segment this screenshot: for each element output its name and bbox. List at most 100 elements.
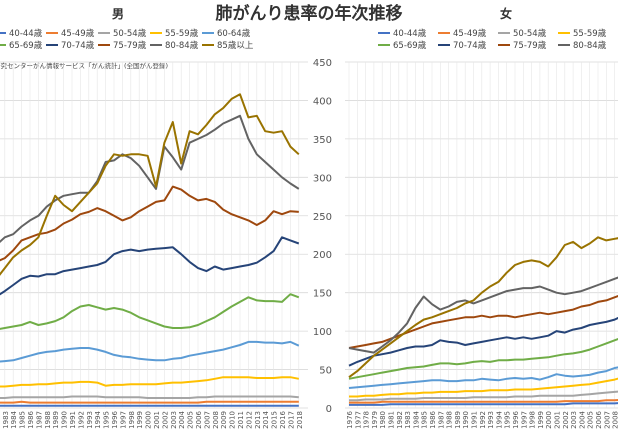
male-x-tick-1995: 1995 xyxy=(103,411,111,429)
female-series-55-59 xyxy=(349,377,618,398)
female-x-tick-1983: 1983 xyxy=(404,411,412,429)
male-x-tick-2000: 2000 xyxy=(145,411,153,429)
male-x-tick-2017: 2017 xyxy=(287,411,295,429)
chart-male-x-ticks: 1982198319841985198619871988198919901991… xyxy=(0,410,304,428)
male-x-tick-2012: 2012 xyxy=(245,411,253,429)
female-legend-item-70-74: 70-74歳 xyxy=(438,40,487,51)
male-series-65-69 xyxy=(0,293,300,330)
female-y-tick-450: 450 xyxy=(313,58,332,69)
chart-male-grid xyxy=(0,61,308,409)
male-series-45-49 xyxy=(0,400,299,404)
female-x-tick-1991: 1991 xyxy=(471,411,479,429)
male-x-tick-2003: 2003 xyxy=(170,411,178,429)
female-legend-item-75-79: 75-79歳 xyxy=(498,40,547,51)
chart-male-title: 男 xyxy=(112,7,124,21)
female-legend-label-55-59: 55-59歳 xyxy=(573,28,607,39)
female-y-tick-400: 400 xyxy=(313,96,332,107)
male-legend-item-40-44: 40-44歳 xyxy=(0,28,43,39)
male-series-55-59 xyxy=(0,376,299,388)
female-x-tick-2000: 2000 xyxy=(545,411,553,429)
male-legend-item-85-plus: 85歳以上 xyxy=(202,40,254,51)
female-legend-item-55-59: 55-59歳 xyxy=(558,28,607,39)
female-y-tick-0: 0 xyxy=(326,404,332,415)
female-x-tick-1993: 1993 xyxy=(487,411,495,429)
female-x-tick-1981: 1981 xyxy=(388,411,396,429)
female-series-70-74 xyxy=(348,316,618,367)
male-legend-label-45-49: 45-49歳 xyxy=(61,28,95,39)
female-y-tick-200: 200 xyxy=(313,250,332,261)
female-series-60-64 xyxy=(348,366,618,389)
male-legend-item-70-74: 70-74歳 xyxy=(46,40,95,51)
male-legend-label-40-44: 40-44歳 xyxy=(9,28,43,39)
female-x-tick-1994: 1994 xyxy=(495,410,503,428)
female-x-tick-1985: 1985 xyxy=(421,411,429,429)
female-x-tick-2005: 2005 xyxy=(587,411,595,429)
male-legend-label-70-74: 70-74歳 xyxy=(61,40,95,51)
female-y-tick-300: 300 xyxy=(313,173,332,184)
female-legend-item-65-69: 65-69歳 xyxy=(378,40,427,51)
female-x-tick-2002: 2002 xyxy=(562,411,570,429)
male-series-70-74 xyxy=(0,236,300,296)
male-x-tick-1982: 1982 xyxy=(0,411,1,429)
chart-female-x-ticks: 1976 1977 1978 1979 1980 1981 1982 1983 1984 1985… xyxy=(346,410,618,428)
male-x-tick-2018: 2018 xyxy=(296,411,304,429)
chart-female-y-ticks: 0 50 100 150 200 250 300 350 400 450 xyxy=(313,58,332,415)
page-title: 肺がんり患率の年次推移 xyxy=(216,3,403,24)
female-legend-label-50-54: 50-54歳 xyxy=(513,28,547,39)
female-x-tick-1984: 1984 xyxy=(412,410,420,428)
female-y-tick-150: 150 xyxy=(313,289,332,300)
female-x-tick-1977: 1977 xyxy=(354,411,362,429)
female-series-40-44 xyxy=(349,402,618,406)
male-x-tick-2005: 2005 xyxy=(187,411,195,429)
female-series-85-plus xyxy=(348,236,618,379)
male-x-tick-1985: 1985 xyxy=(19,411,27,429)
female-y-tick-100: 100 xyxy=(313,327,332,338)
female-x-tick-1986: 1986 xyxy=(429,410,437,428)
female-x-tick-2003: 2003 xyxy=(570,411,578,429)
male-x-tick-1984: 1984 xyxy=(10,410,18,428)
chart-female-grid xyxy=(345,61,618,409)
male-x-tick-1988: 1988 xyxy=(44,411,52,429)
female-x-tick-1988: 1988 xyxy=(446,411,454,429)
female-y-tick-350: 350 xyxy=(313,135,332,146)
male-series-60-64 xyxy=(0,340,300,363)
male-x-tick-1990: 1990 xyxy=(61,411,69,429)
chart-female: 女 40-44歳45-49歳50-54歳55-59歳60-64歳65-69歳70… xyxy=(313,6,618,429)
chart-female-legend: 40-44歳45-49歳50-54歳55-59歳60-64歳65-69歳70-7… xyxy=(378,28,607,51)
female-y-tick-250: 250 xyxy=(313,212,332,223)
female-x-tick-2006: 2006 xyxy=(595,410,603,428)
female-x-tick-1995: 1995 xyxy=(504,411,512,429)
male-legend-item-50-54: 50-54歳 xyxy=(98,28,147,39)
male-x-tick-1992: 1992 xyxy=(77,411,85,429)
female-series-65-69 xyxy=(348,338,618,380)
female-legend-label-70-74: 70-74歳 xyxy=(453,40,487,51)
male-x-tick-1989: 1989 xyxy=(52,411,60,429)
female-series-75-79 xyxy=(348,294,618,349)
male-x-tick-2006: 2006 xyxy=(195,410,203,428)
female-x-tick-1976: 1976 xyxy=(346,410,354,428)
female-series-80-84 xyxy=(348,276,618,354)
male-x-tick-1994: 1994 xyxy=(94,410,102,428)
female-legend-item-40-44: 40-44歳 xyxy=(378,28,427,39)
male-legend-label-50-54: 50-54歳 xyxy=(113,28,147,39)
female-x-tick-1997: 1997 xyxy=(520,411,528,429)
female-x-tick-1999: 1999 xyxy=(537,411,545,429)
female-x-tick-1996: 1996 xyxy=(512,410,520,428)
male-series-85-plus xyxy=(0,93,300,276)
male-x-tick-2004: 2004 xyxy=(178,410,186,428)
male-x-tick-2013: 2013 xyxy=(254,411,262,429)
female-y-tick-50: 50 xyxy=(319,366,332,377)
male-legend-item-60-64: 60-64歳 xyxy=(202,28,251,39)
male-x-tick-1991: 1991 xyxy=(69,411,77,429)
female-x-tick-1987: 1987 xyxy=(437,411,445,429)
female-legend-label-75-79: 75-79歳 xyxy=(513,40,547,51)
male-x-tick-1998: 1998 xyxy=(128,411,136,429)
female-x-tick-2008: 2008 xyxy=(612,411,618,429)
male-x-tick-2015: 2015 xyxy=(271,411,279,429)
male-legend-label-65-69: 65-69歳 xyxy=(9,40,43,51)
male-x-tick-1999: 1999 xyxy=(136,411,144,429)
male-x-tick-1986: 1986 xyxy=(27,410,35,428)
female-legend-item-50-54: 50-54歳 xyxy=(498,28,547,39)
male-series-50-54 xyxy=(0,395,299,399)
